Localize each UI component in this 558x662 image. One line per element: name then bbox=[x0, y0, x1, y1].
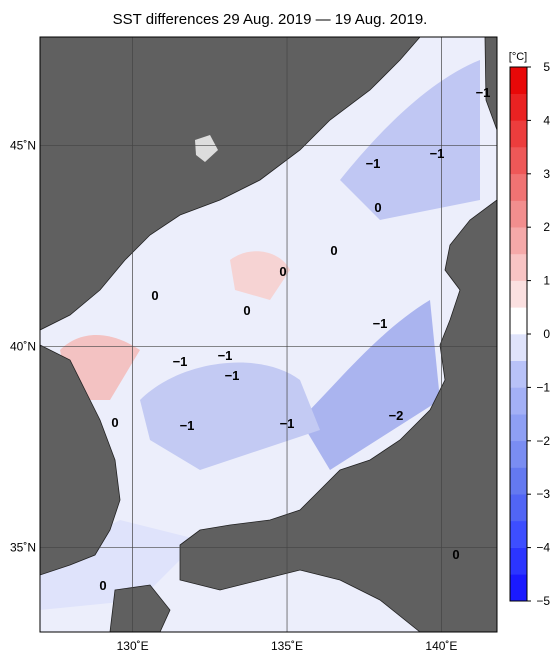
lat-tick-label: 45˚N bbox=[10, 139, 36, 153]
colorbar-tick-label: −3 bbox=[536, 487, 550, 501]
colorbar-tick-label: −2 bbox=[536, 434, 550, 448]
lat-tick-label: 40˚N bbox=[10, 340, 36, 354]
land-japan bbox=[179, 199, 497, 632]
contour-label: −2 bbox=[389, 408, 404, 423]
colorbar-tick-label: 2 bbox=[543, 220, 550, 234]
colorbar-tick-label: 3 bbox=[543, 167, 550, 181]
land-sakhalin bbox=[484, 37, 497, 131]
contour-label: −1 bbox=[476, 85, 491, 100]
contour-label: 0 bbox=[452, 547, 459, 562]
colorbar-swatch bbox=[510, 307, 527, 335]
contour-label: −1 bbox=[225, 368, 240, 383]
colorbar-swatch bbox=[510, 414, 527, 442]
sea-anomaly bbox=[140, 362, 320, 470]
map-area: −1 −1 −1 0 0 0 0 0 −1 −1 −1 −1 −2 −1 −1 0 0 0 bbox=[40, 37, 497, 632]
contour-label: −1 bbox=[173, 354, 188, 369]
colorbar-tick-label: 0 bbox=[543, 327, 550, 341]
colorbar-swatch bbox=[510, 173, 527, 201]
lat-tick-label: 35˚N bbox=[10, 541, 36, 555]
colorbar-swatch bbox=[510, 227, 527, 255]
land-continent bbox=[40, 37, 421, 331]
colorbar-tick-label: 4 bbox=[543, 113, 550, 127]
colorbar-swatch bbox=[510, 93, 527, 121]
colorbar-swatch bbox=[510, 360, 527, 388]
sea-anomaly bbox=[340, 60, 480, 220]
contour-label: −1 bbox=[366, 156, 381, 171]
lon-tick-label: 135˚E bbox=[271, 639, 303, 653]
lake bbox=[195, 135, 218, 162]
contour-label: 0 bbox=[330, 243, 337, 258]
colorbar-swatch bbox=[510, 494, 527, 522]
colorbar-unit: [°C] bbox=[509, 51, 527, 63]
colorbar-tick-label: 1 bbox=[543, 274, 550, 288]
contour-label: −1 bbox=[430, 146, 445, 161]
colorbar-swatch bbox=[510, 280, 527, 308]
sea-anomaly bbox=[300, 300, 440, 470]
lon-tick-label: 140˚E bbox=[425, 639, 457, 653]
contour-label: −1 bbox=[280, 416, 295, 431]
colorbar-tick-label: −1 bbox=[536, 380, 550, 394]
colorbar-swatch bbox=[510, 467, 527, 495]
colorbar-swatch bbox=[510, 200, 527, 228]
colorbar-swatch bbox=[510, 387, 527, 415]
contour-label: −1 bbox=[373, 316, 388, 331]
colorbar-tick-label: −4 bbox=[536, 541, 550, 555]
contour-label: 0 bbox=[99, 578, 106, 593]
map-frame bbox=[39, 36, 498, 633]
sea-anomaly bbox=[230, 251, 290, 300]
contour-label: 0 bbox=[279, 264, 286, 279]
contour-label: 0 bbox=[374, 200, 381, 215]
contour-label: 0 bbox=[111, 415, 118, 430]
lon-tick-label: 130˚E bbox=[117, 639, 149, 653]
colorbar-tick-label: 5 bbox=[543, 60, 550, 74]
colorbar-swatch bbox=[510, 67, 527, 94]
contour-label: 0 bbox=[151, 288, 158, 303]
colorbar-swatch bbox=[510, 574, 527, 602]
contour-label: 0 bbox=[243, 303, 250, 318]
colorbar-swatch bbox=[510, 547, 527, 575]
contour-label: −1 bbox=[218, 348, 233, 363]
colorbar-swatch bbox=[510, 334, 527, 361]
colorbar-swatch bbox=[510, 253, 527, 281]
colorbar-swatch bbox=[510, 440, 527, 468]
colorbar-swatch bbox=[510, 520, 527, 548]
colorbar-tick-label: −5 bbox=[536, 594, 550, 608]
land-kyushu bbox=[109, 584, 171, 632]
title: SST differences 29 Aug. 2019 — 19 Aug. 2… bbox=[113, 11, 428, 28]
contour-label: −1 bbox=[180, 418, 195, 433]
land-korea bbox=[40, 344, 121, 576]
colorbar-swatch bbox=[510, 120, 527, 148]
colorbar-swatch bbox=[510, 147, 527, 175]
